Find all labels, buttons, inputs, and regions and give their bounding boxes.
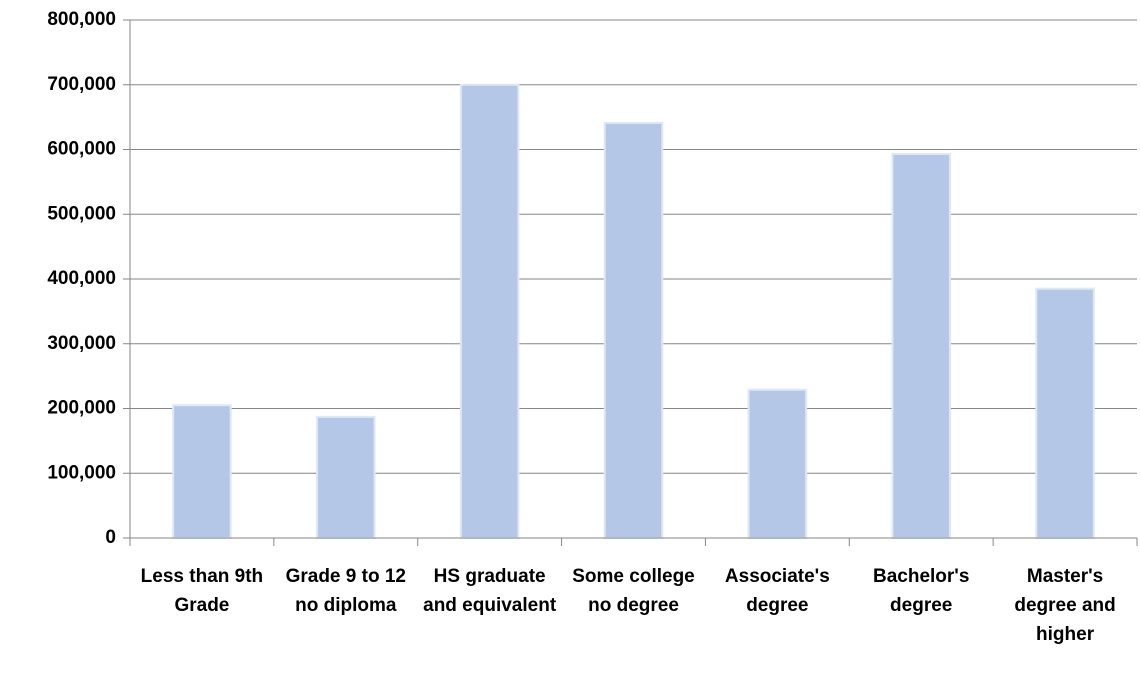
y-tick-label: 0 xyxy=(105,527,116,548)
y-tick-label: 200,000 xyxy=(47,398,116,419)
y-tick-label: 100,000 xyxy=(47,462,116,483)
y-tick-label: 300,000 xyxy=(47,333,116,354)
y-tick-label: 400,000 xyxy=(47,268,116,289)
bar xyxy=(316,415,376,540)
x-tick-label: Less than 9th Grade xyxy=(140,566,264,616)
x-tick-label: Associate's degree xyxy=(724,566,830,616)
x-tick-label: Grade 9 to 12 no diploma xyxy=(285,566,406,616)
y-tick-label: 500,000 xyxy=(47,203,116,224)
x-tick-label: Some college no degree xyxy=(572,566,695,616)
bar xyxy=(891,153,951,539)
y-tick-label: 700,000 xyxy=(47,74,116,95)
bar xyxy=(747,388,808,539)
y-tick-label: 800,000 xyxy=(47,9,116,30)
bar xyxy=(603,121,664,539)
bar xyxy=(459,83,520,539)
x-tick-label: HS graduate and equivalent xyxy=(423,566,557,616)
x-tick-label: Bachelor's degree xyxy=(873,566,970,616)
y-tick-label: 600,000 xyxy=(47,139,116,160)
x-tick-label: Master's degree and higher xyxy=(1014,566,1116,645)
bar xyxy=(1035,287,1095,539)
bar xyxy=(172,404,232,540)
